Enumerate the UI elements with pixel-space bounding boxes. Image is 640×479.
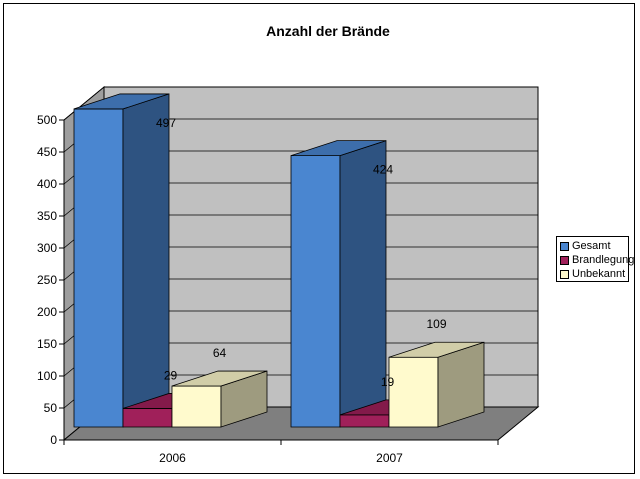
y-tick-label: 100 bbox=[37, 369, 57, 383]
bar-top bbox=[290, 140, 387, 157]
y-tick-label: 0 bbox=[50, 433, 57, 447]
legend-label: Gesamt bbox=[572, 240, 611, 252]
data-label-brandlegung-2006: 29 bbox=[164, 368, 178, 382]
bar-front bbox=[339, 414, 390, 428]
bar-gesamt-2006 bbox=[73, 93, 170, 428]
y-tick-label: 150 bbox=[37, 337, 57, 351]
bar-front bbox=[290, 155, 341, 428]
data-label-gesamt-2007: 424 bbox=[373, 163, 393, 177]
bar-unbekannt-2007 bbox=[388, 341, 485, 428]
chart-legend: Gesamt Brandlegung Unbekannt bbox=[556, 236, 634, 282]
y-tick-label: 300 bbox=[37, 241, 57, 255]
y-tick-label: 200 bbox=[37, 305, 57, 319]
chart-title: Anzahl der Brände bbox=[266, 23, 390, 39]
y-tick-label: 400 bbox=[37, 177, 57, 191]
y-tick-label: 250 bbox=[37, 273, 57, 287]
legend-swatch bbox=[560, 269, 569, 279]
bar-front bbox=[122, 408, 173, 428]
gridline-side bbox=[63, 86, 105, 121]
legend-label: Brandlegung bbox=[572, 254, 635, 266]
y-tick-label: 450 bbox=[37, 145, 57, 159]
data-label-gesamt-2006: 497 bbox=[156, 116, 176, 130]
legend-swatch bbox=[560, 241, 569, 251]
bar-top bbox=[171, 370, 268, 387]
legend-item-unbekannt: Unbekannt bbox=[560, 267, 626, 281]
bar-side bbox=[122, 93, 170, 428]
y-tick-label: 350 bbox=[37, 209, 57, 223]
bar-front bbox=[73, 108, 124, 428]
y-tick-label: 500 bbox=[37, 113, 57, 127]
x-tick-label: 2007 bbox=[376, 451, 403, 465]
bar-gesamt-2007 bbox=[290, 140, 387, 428]
legend-item-gesamt: Gesamt bbox=[560, 239, 626, 253]
data-label-unbekannt-2006: 64 bbox=[213, 346, 227, 360]
data-label-unbekannt-2007: 109 bbox=[426, 317, 446, 331]
bar-front bbox=[171, 385, 222, 428]
bar-unbekannt-2006 bbox=[171, 370, 268, 428]
legend-swatch bbox=[560, 255, 569, 265]
bar-top bbox=[388, 341, 485, 358]
data-label-brandlegung-2007: 19 bbox=[381, 375, 395, 389]
legend-label: Unbekannt bbox=[572, 268, 626, 280]
x-tick-label: 2006 bbox=[159, 451, 186, 465]
y-tick-label: 50 bbox=[44, 401, 58, 415]
bar-top bbox=[73, 93, 170, 110]
bar-side bbox=[339, 140, 387, 428]
bar-front bbox=[388, 356, 439, 428]
legend-item-brandlegung: Brandlegung bbox=[560, 253, 634, 267]
